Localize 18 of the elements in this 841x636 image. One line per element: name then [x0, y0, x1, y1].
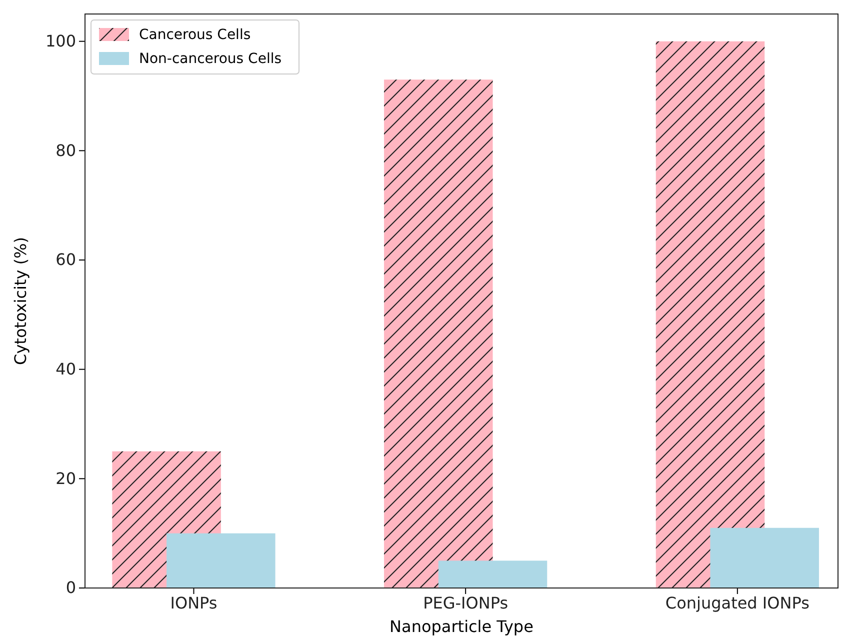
y-tick-label: 40: [56, 359, 76, 378]
bar: [166, 533, 276, 588]
x-tick-label: Conjugated IONPs: [665, 593, 810, 612]
y-tick-label: 0: [66, 578, 76, 598]
x-axis-title: Nanoparticle Type: [390, 617, 534, 636]
y-tick-label: 80: [56, 140, 76, 160]
legend-label: Cancerous Cells: [139, 27, 251, 43]
bar: [438, 560, 548, 588]
bar: [710, 528, 819, 588]
y-tick-label: 100: [45, 31, 76, 50]
y-axis-title: Cytotoxicity (%): [11, 237, 30, 365]
y-tick-label: 60: [56, 250, 76, 270]
legend-label: Non-cancerous Cells: [139, 51, 282, 67]
x-tick-label: PEG-IONPs: [423, 593, 508, 612]
bar: [656, 41, 765, 588]
x-tick-label: IONPs: [170, 593, 218, 612]
y-tick-label: 20: [56, 468, 76, 488]
bar: [384, 80, 493, 588]
